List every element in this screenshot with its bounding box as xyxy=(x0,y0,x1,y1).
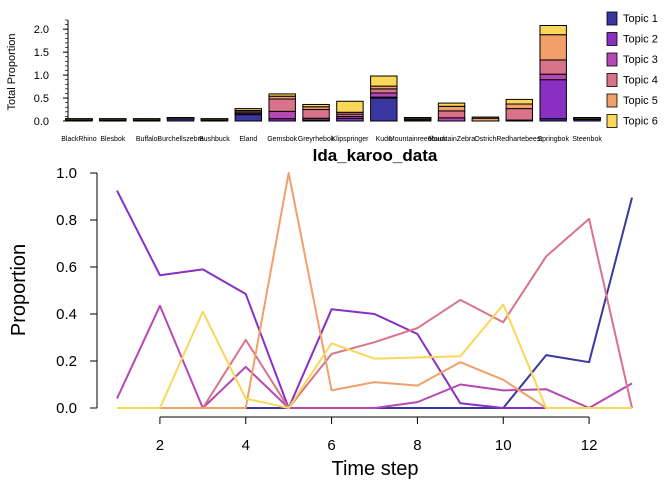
category-label: Mountainreedbuck xyxy=(389,136,447,143)
top-category-labels: BlackRhino Blesbok Buffalo BurchellszebraBu… xyxy=(61,136,602,143)
chart-title: lda_karoo_data xyxy=(313,146,438,165)
category-label: Greyrhebok xyxy=(298,136,335,143)
legend-swatch xyxy=(606,32,618,46)
main-x-tick-label: 12 xyxy=(581,437,598,454)
bar-segment xyxy=(268,110,296,120)
legend-swatch xyxy=(606,114,618,128)
bar-segment xyxy=(132,118,161,121)
category-label: BlackRhino xyxy=(61,136,97,143)
category-label: Klipspringer xyxy=(331,136,369,143)
legend-swatch xyxy=(606,73,618,87)
series-line-2 xyxy=(116,190,632,409)
main-x-ticks: 2 4 6 8 10 12 xyxy=(156,417,598,454)
bar-segment xyxy=(99,118,127,121)
top-legend: Topic 1 Topic 2 Topic 3 Topic 4 Topic 5 Topic… xyxy=(606,11,658,128)
main-x-tick-label: 8 xyxy=(413,437,421,454)
stacked-bar-chart: 0.0 0.5 1.0 1.5 2.0 Total Proportion BlackRh… xyxy=(6,11,658,143)
category-label: Buffalo xyxy=(136,136,158,143)
series-line-6 xyxy=(117,303,632,409)
bar-segment xyxy=(505,98,534,105)
top-y-tick-label: 1.0 xyxy=(34,70,49,82)
line-chart: lda_karoo_data 0.0 0.2 0.4 0.6 0.8 1.0 2 4 6 8 10… xyxy=(8,146,633,480)
bar-segment xyxy=(403,117,432,120)
bar-segment xyxy=(505,108,534,121)
legend-label: Topic 1 xyxy=(623,13,658,25)
bar-segment xyxy=(370,97,398,122)
bar-segment xyxy=(437,102,466,107)
main-x-tick-label: 4 xyxy=(242,437,250,454)
bar-segment xyxy=(65,118,93,121)
bar-segment xyxy=(539,59,567,75)
top-y-tick-label: 2.0 xyxy=(34,24,49,36)
bar-segment xyxy=(302,103,330,108)
main-series-lines xyxy=(116,172,633,409)
main-y-tick-label: 0.6 xyxy=(56,259,77,276)
main-x-tick-label: 2 xyxy=(156,437,164,454)
bar-segment xyxy=(437,105,466,112)
legend-label: Topic 5 xyxy=(623,95,658,107)
category-label: Ostrich xyxy=(474,136,496,143)
bar-segment xyxy=(539,34,567,61)
category-label: Bushbuck xyxy=(199,136,230,143)
legend-swatch xyxy=(606,52,618,67)
bar-segment xyxy=(573,117,601,120)
legend-label: Topic 6 xyxy=(623,116,658,128)
main-y-tick-label: 0.4 xyxy=(56,306,77,323)
bar-segment xyxy=(370,92,398,98)
legend-swatch xyxy=(606,93,618,108)
category-label: Kudu xyxy=(376,136,392,143)
bar-segment xyxy=(166,117,195,120)
top-bars xyxy=(65,25,601,122)
legend-label: Topic 2 xyxy=(623,34,658,46)
main-y-tick-label: 1.0 xyxy=(56,165,77,182)
legend-swatch xyxy=(606,11,618,26)
category-label: Blesbok xyxy=(100,136,125,143)
bar-segment xyxy=(234,114,263,122)
bar-segment xyxy=(268,98,296,112)
category-label: MountainZebra xyxy=(428,136,475,143)
top-y-tick-label: 0.0 xyxy=(34,116,49,128)
bar-segment xyxy=(539,79,567,120)
bar-segment xyxy=(437,110,466,119)
bar-segment xyxy=(234,108,263,111)
top-y-tick-label: 0.5 xyxy=(34,93,49,105)
bar-segment xyxy=(539,25,567,36)
top-y-axis-label: Total Proportion xyxy=(6,33,18,110)
category-label: Eland xyxy=(239,136,257,143)
bar-segment xyxy=(336,100,364,113)
main-x-tick-label: 10 xyxy=(495,437,512,454)
category-label: Steenbok xyxy=(572,136,602,143)
main-y-tick-label: 0.2 xyxy=(56,353,77,370)
bar-segment xyxy=(471,116,500,119)
category-label: Burchellszebra xyxy=(157,136,203,143)
main-y-tick-label: 0.0 xyxy=(56,400,77,417)
top-y-tick-label: 1.5 xyxy=(34,47,49,59)
main-x-axis-label: Time step xyxy=(331,458,418,480)
bar-segment xyxy=(302,109,330,119)
series-line-1 xyxy=(117,197,633,409)
top-y-ticks: 0.0 0.5 1.0 1.5 2.0 xyxy=(34,19,68,128)
bar-segment xyxy=(200,118,229,121)
category-label: Redhartebeest xyxy=(496,136,542,143)
main-y-axis-label: Proportion xyxy=(8,244,30,336)
legend-label: Topic 4 xyxy=(623,75,658,87)
main-x-tick-label: 6 xyxy=(327,437,335,454)
main-y-ticks: 0.0 0.2 0.4 0.6 0.8 1.0 xyxy=(56,165,97,417)
bar-segment xyxy=(370,75,398,87)
category-label: Gemsbok xyxy=(267,136,297,143)
bar-segment xyxy=(539,73,567,81)
bar-segment xyxy=(268,93,296,97)
bar-segment xyxy=(505,103,534,110)
bar-segment xyxy=(370,88,398,94)
main-y-tick-label: 0.8 xyxy=(56,212,77,229)
legend-label: Topic 3 xyxy=(623,54,658,66)
series-line-5 xyxy=(117,172,632,409)
category-label: Springbok xyxy=(537,136,569,143)
